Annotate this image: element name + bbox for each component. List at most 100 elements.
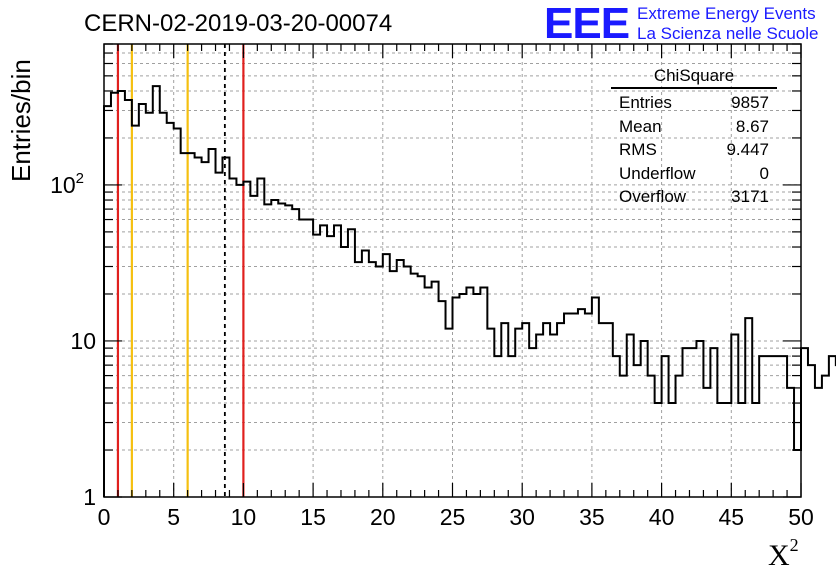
histogram-bin	[606, 323, 613, 497]
y-tick-label: 10	[70, 328, 96, 354]
histogram-bin	[216, 173, 223, 497]
x-tick-label: 15	[300, 504, 326, 530]
histogram-bin	[341, 247, 348, 497]
histogram-bin	[808, 365, 815, 497]
histogram-bin	[125, 100, 132, 497]
stats-label: Underflow	[619, 162, 696, 186]
logo-caption: Extreme Energy Events La Scienza nelle S…	[637, 4, 818, 44]
histogram-bin	[641, 341, 648, 497]
stats-value: 0	[760, 162, 769, 186]
histogram-bin	[787, 388, 794, 497]
y-axis-label: Entries/bin	[6, 59, 37, 182]
histogram-bin	[592, 297, 599, 497]
histogram-bin	[487, 329, 494, 497]
histogram-bin	[146, 113, 153, 497]
y-tick-label: 102	[50, 170, 84, 198]
histogram-bin	[794, 450, 801, 497]
histogram-bin	[676, 376, 683, 497]
histogram-bin	[369, 262, 376, 497]
histogram-bin	[669, 403, 676, 497]
histogram-bin	[257, 178, 264, 497]
histogram-bin	[390, 271, 397, 497]
histogram-bin	[104, 106, 111, 497]
x-axis-label-superscript: 2	[790, 535, 799, 555]
x-tick-label: 10	[231, 504, 257, 530]
x-tick-label: 0	[98, 504, 111, 530]
histogram-bin	[822, 376, 829, 497]
x-tick-label: 25	[440, 504, 466, 530]
histogram-bin	[327, 236, 334, 497]
histogram-bin	[571, 313, 578, 497]
histogram-bin	[773, 356, 780, 497]
histogram-bin	[418, 276, 425, 497]
histogram-bin	[355, 262, 362, 497]
histogram-bin	[292, 209, 299, 497]
stats-value: 8.67	[736, 115, 769, 139]
histogram-bin	[515, 329, 522, 497]
histogram-bin	[167, 123, 174, 497]
stats-value: 3171	[731, 185, 769, 209]
histogram-bin	[599, 323, 606, 497]
histogram-bin	[195, 157, 202, 497]
stats-label: RMS	[619, 138, 657, 162]
histogram-bin	[648, 376, 655, 497]
histogram-bin	[578, 309, 585, 497]
histogram-bin	[306, 220, 313, 497]
histogram-bin	[222, 157, 229, 497]
histogram-bin	[229, 178, 236, 497]
histogram-bin	[439, 301, 446, 497]
stats-label: Mean	[619, 115, 662, 139]
y-tick-label-exponent: 2	[76, 170, 84, 187]
histogram-bin	[662, 356, 669, 497]
histogram-bin	[243, 182, 250, 497]
histogram-bin	[236, 185, 243, 497]
x-tick-label: 5	[167, 504, 180, 530]
histogram-bin	[404, 267, 411, 497]
histogram-bin	[362, 250, 369, 497]
histogram-bin	[202, 162, 209, 497]
histogram-bin	[466, 288, 473, 497]
x-tick-label: 30	[509, 504, 535, 530]
histogram-bin	[703, 388, 710, 497]
stats-value: 9857	[731, 91, 769, 115]
histogram-bin	[696, 341, 703, 497]
histogram-bin	[752, 403, 759, 497]
histogram-bin	[383, 254, 390, 497]
histogram-bin	[264, 204, 271, 497]
chart-title: CERN-02-2019-03-20-00074	[84, 10, 392, 38]
stats-label: Overflow	[619, 185, 686, 209]
histogram-bin	[543, 323, 550, 497]
histogram-bin	[689, 348, 696, 497]
histogram-bin	[717, 403, 724, 497]
histogram-bin	[174, 128, 181, 497]
histogram-bin	[627, 335, 634, 497]
stats-label: Entries	[619, 91, 672, 115]
histogram-bin	[731, 335, 738, 497]
histogram-bin	[111, 93, 118, 497]
histogram-bin	[320, 225, 327, 497]
histogram-bin	[132, 126, 139, 497]
eee-logo: EEE	[544, 2, 629, 46]
histogram-bin	[271, 200, 278, 497]
histogram-bin	[425, 288, 432, 497]
histogram-bin	[118, 91, 125, 497]
histogram-bin	[683, 348, 690, 497]
histogram-bin	[494, 356, 501, 497]
histogram-bin	[780, 356, 787, 497]
histogram-bin	[299, 220, 306, 497]
y-tick-label-base: 10	[50, 172, 76, 198]
x-tick-label: 35	[579, 504, 605, 530]
x-tick-label: 20	[370, 504, 396, 530]
histogram-bin	[550, 335, 557, 497]
histogram-bin	[153, 86, 160, 497]
histogram-bin	[209, 149, 216, 497]
histogram-bin	[446, 329, 453, 497]
histogram-bin	[634, 365, 641, 497]
histogram-bin	[815, 388, 822, 497]
stats-row-overflow: Overflow 3171	[611, 185, 777, 209]
histogram-bin	[250, 196, 257, 497]
histogram-bin	[536, 335, 543, 497]
histogram-bin	[139, 104, 146, 497]
histogram-bin	[655, 403, 662, 497]
